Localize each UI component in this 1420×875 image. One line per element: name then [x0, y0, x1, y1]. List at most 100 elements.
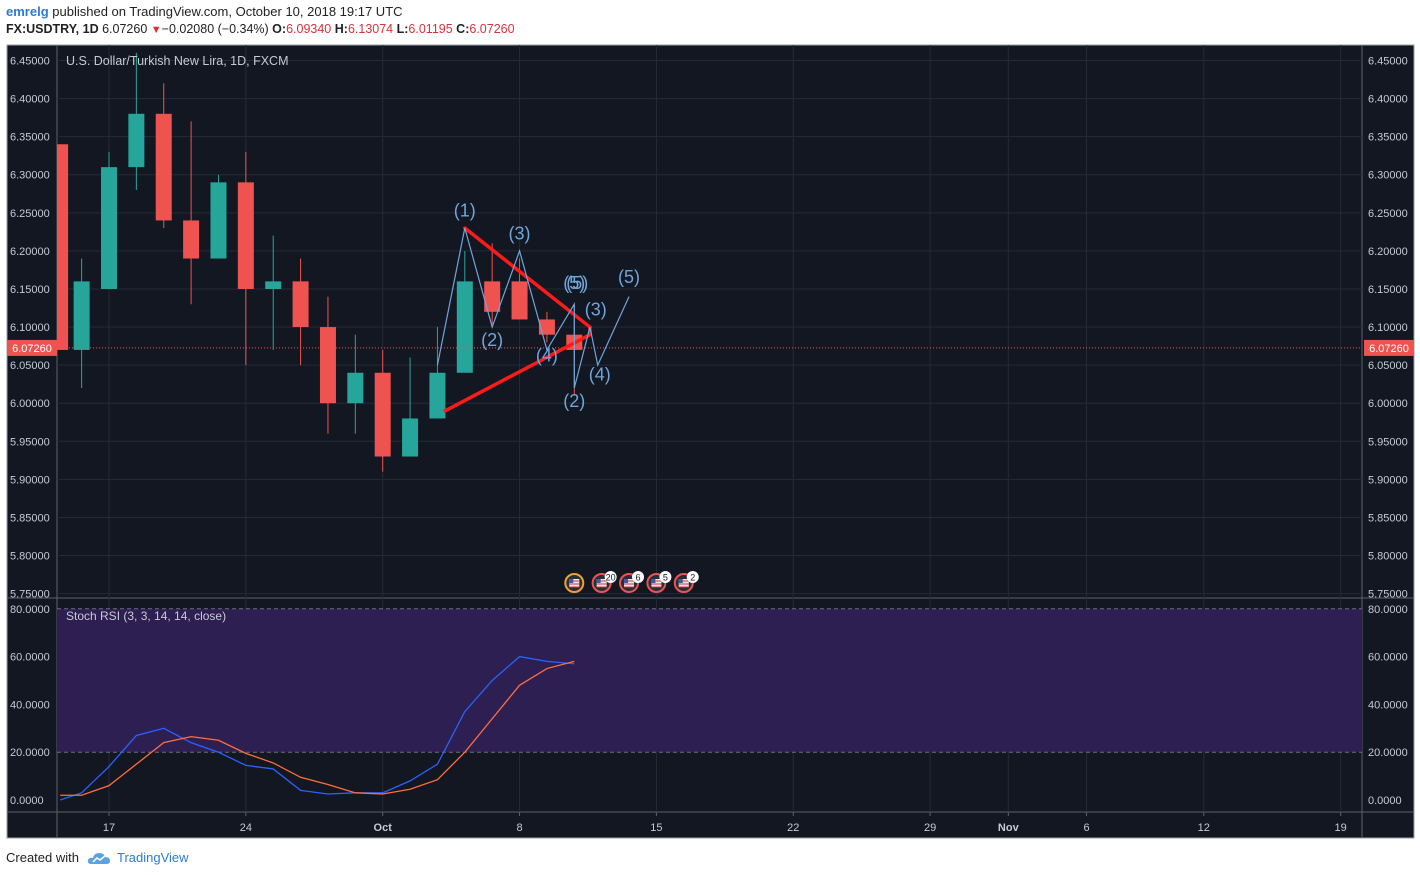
right-price-tick: 5.75000 [1368, 589, 1408, 601]
event-count-bubble [659, 571, 672, 583]
created-with-label: Created with [6, 850, 79, 865]
event-count: 5 [663, 573, 668, 583]
left-price-tick: 6.45000 [10, 56, 50, 68]
candle-body [511, 281, 528, 320]
wave-label: (5) [566, 273, 588, 293]
candle-body [538, 319, 555, 335]
triangle-trendline [443, 332, 592, 413]
price-change: −0.02080 (−0.34%) [161, 22, 269, 36]
left-price-tick: 6.30000 [10, 170, 50, 182]
right-price-tick: 5.80000 [1368, 551, 1408, 563]
right-price-tick: 6.10000 [1368, 322, 1408, 334]
open-value: 6.09340 [286, 22, 332, 36]
high-label: H: [334, 22, 348, 36]
right-price-tick: 6.25000 [1368, 208, 1408, 220]
stoch-rsi-band [57, 608, 1362, 753]
wave-label: (5) [618, 267, 640, 287]
footer: Created with TradingView [6, 850, 189, 865]
publisher-username[interactable]: emrelg [6, 4, 49, 19]
left-price-tick: 5.95000 [10, 436, 50, 448]
wave-label: (3) [509, 223, 531, 243]
time-tick-label: 29 [924, 822, 936, 834]
right-price-tick: 6.00000 [1368, 398, 1408, 410]
candle-body [374, 372, 391, 457]
us-flag-canton [651, 579, 656, 583]
wave-label: (4) [536, 345, 558, 365]
last-price: 6.07260 [102, 22, 148, 36]
us-flag-canton [678, 579, 683, 583]
us-flag-icon [569, 579, 580, 587]
candle-body [484, 281, 501, 312]
candle-body [128, 113, 145, 168]
tradingview-cloud-icon [87, 852, 110, 864]
wave-label: (2) [481, 330, 503, 350]
candle-body [73, 281, 90, 350]
publish-info: published on TradingView.com, October 10… [52, 4, 403, 19]
candle-body [237, 182, 254, 289]
stoch-rsi-title: Stoch RSI (3, 3, 14, 14, close) [66, 609, 226, 623]
event-count: 2 [690, 573, 695, 583]
right-price-tick: 6.40000 [1368, 94, 1408, 106]
time-tick-label: 12 [1198, 822, 1210, 834]
left-price-tick: 6.10000 [10, 322, 50, 334]
tradingview-link[interactable]: TradingView [116, 850, 189, 865]
left-rsi-tick: 40.0000 [10, 699, 50, 711]
right-rsi-tick: 40.0000 [1368, 699, 1408, 711]
left-price-tick: 6.20000 [10, 246, 50, 258]
left-price-tick: 5.85000 [10, 512, 50, 524]
left-price-tick: 5.90000 [10, 474, 50, 486]
event-count: 6 [636, 573, 641, 583]
left-price-tick: 5.75000 [10, 589, 50, 601]
us-flag-canton [596, 579, 601, 583]
event-count: 20 [606, 573, 616, 583]
right-price-tick: 6.05000 [1368, 360, 1408, 372]
right-price-tick: 6.20000 [1368, 246, 1408, 258]
close-label: C: [456, 22, 470, 36]
left-price-tick: 6.35000 [10, 132, 50, 144]
left-rsi-tick: 0.0000 [10, 795, 44, 807]
open-label: O: [272, 22, 287, 36]
candle-body [429, 372, 446, 419]
candle-body [210, 182, 227, 259]
right-price-tick: 6.35000 [1368, 132, 1408, 144]
right-price-tick: 5.85000 [1368, 512, 1408, 524]
event-count-bubble [686, 571, 699, 583]
event-count-bubble [604, 571, 617, 583]
candles-group [57, 52, 583, 472]
symbol-label: FX:USDTRY, 1D [6, 22, 99, 36]
left-price-tick: 6.05000 [10, 360, 50, 372]
stoch-rsi-k-line [59, 655, 575, 801]
time-tick-label: 17 [103, 822, 115, 834]
wave-label: (2) [563, 391, 585, 411]
chart-title: U.S. Dollar/Turkish New Lira, 1D, FXCM [66, 54, 289, 68]
candle-body [183, 220, 200, 259]
right-rsi-tick: 80.0000 [1368, 604, 1408, 616]
candle-body [402, 418, 419, 457]
candle-body [57, 144, 69, 350]
publish-header: emrelg published on TradingView.com, Oct… [6, 4, 403, 19]
wave-label: (5) [563, 273, 585, 293]
us-flag-canton [624, 579, 629, 583]
time-tick-label: 22 [787, 822, 799, 834]
time-tick-label: Nov [998, 822, 1020, 834]
low-label: L: [396, 22, 409, 36]
time-tick-label: 15 [650, 822, 662, 834]
right-rsi-tick: 0.0000 [1368, 795, 1402, 807]
wave-label: (3) [585, 300, 607, 320]
left-rsi-tick: 20.0000 [10, 747, 50, 759]
time-tick-label: 19 [1335, 822, 1347, 834]
time-tick-label: Oct [374, 822, 393, 834]
candle-body [319, 327, 336, 404]
candle-body [456, 281, 473, 373]
left-price-tick: 6.40000 [10, 94, 50, 106]
low-value: 6.01195 [408, 22, 453, 36]
us-flag-canton [569, 579, 574, 583]
left-price-tick: 6.15000 [10, 284, 50, 296]
symbol-header: FX:USDTRY, 1D 6.07260 ▼−0.02080 (−0.34%)… [6, 22, 515, 36]
right-price-tick: 6.30000 [1368, 170, 1408, 182]
right-price-tick: 6.15000 [1368, 284, 1408, 296]
high-value: 6.13074 [347, 22, 394, 36]
right-price-tick: 5.95000 [1368, 436, 1408, 448]
candle-body [347, 372, 364, 404]
